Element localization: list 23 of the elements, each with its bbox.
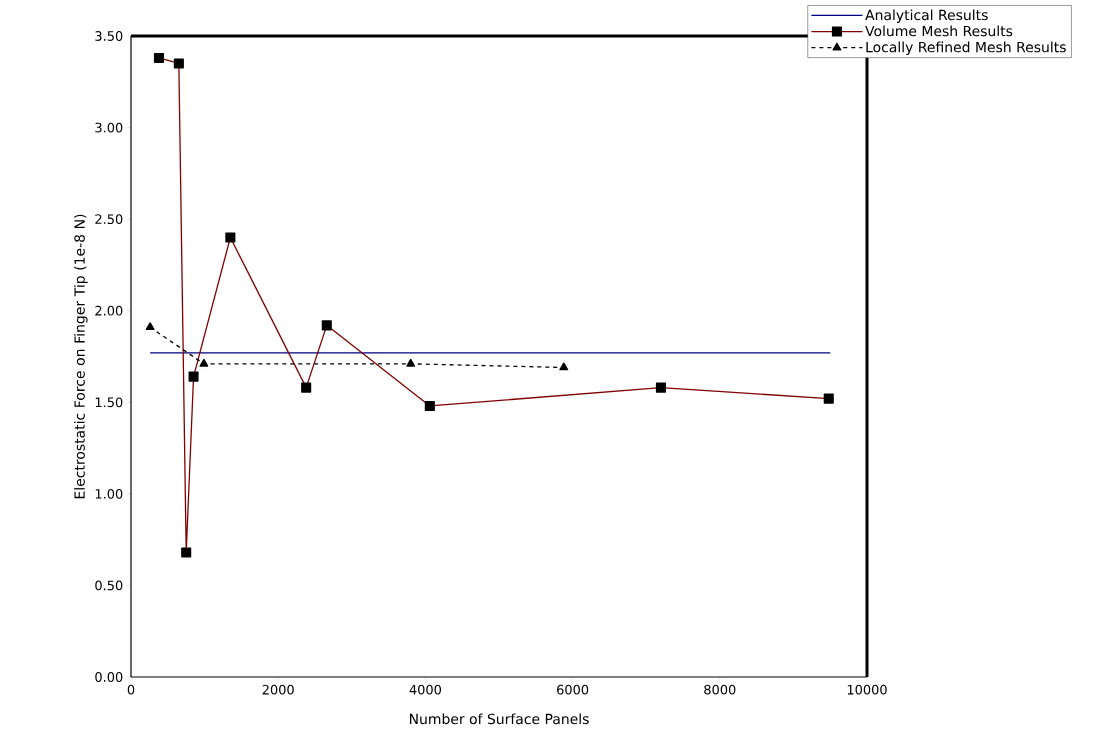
y-tick-label: 0.00 [95, 672, 123, 682]
x-tick-label: 4000 [409, 684, 442, 695]
y-tick-label: 0.50 [95, 580, 123, 591]
x-tick-label: 0 [127, 684, 135, 695]
x-axis-title: Number of Surface Panels [409, 713, 589, 725]
y-tick-label: 1.50 [95, 397, 123, 408]
y-tick-label: 2.00 [95, 305, 123, 316]
x-tick-label: 10000 [847, 684, 887, 695]
x-tick-label: 8000 [704, 684, 736, 695]
x-tick-label: 6000 [557, 684, 589, 695]
point [406, 358, 416, 367]
legend-label: Analytical Results [865, 9, 988, 23]
y-tick-label: 1.00 [95, 488, 123, 499]
point [559, 362, 569, 371]
y-tick-label: 2.50 [95, 214, 123, 225]
y-tick-label: 3.50 [95, 31, 123, 41]
legend-label: Locally Refined Mesh Results [866, 41, 1066, 56]
y-tick-label: 3.00 [95, 122, 123, 133]
point [199, 358, 209, 367]
point [145, 322, 155, 331]
y-axis-title: Electrostatic Force on Finger Tip (1e-8 N) [74, 214, 88, 499]
x-tick-label: 2000 [262, 684, 294, 695]
legend-label: Volume Mesh Results [865, 25, 1013, 37]
